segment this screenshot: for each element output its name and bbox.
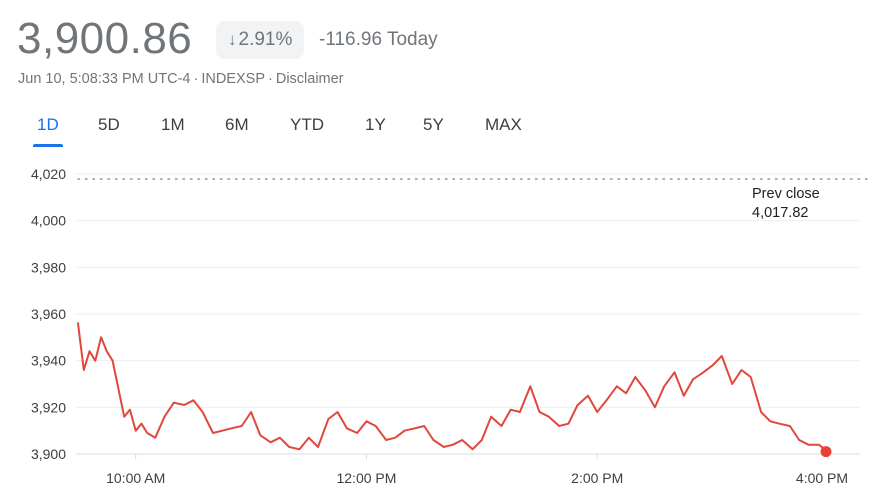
price-line[interactable]	[77, 322, 829, 453]
price-chart[interactable]: 4,020 4,000 3,980 3,960 3,940 3,920 3,900 10:00…	[0, 150, 881, 493]
timestamp: Jun 10, 5:08:33 PM UTC-4	[18, 71, 191, 87]
separator: ·	[193, 71, 199, 87]
prev-close-title: Prev close	[752, 186, 820, 202]
prev-close-label: Prev close 4,017.82	[752, 185, 820, 223]
tab-ytd[interactable]: YTD	[290, 115, 324, 134]
change-percent-badge: ↓ 2.91%	[216, 21, 305, 59]
x-tick-label: 10:00 AM	[106, 470, 165, 486]
last-price-dot	[820, 446, 832, 458]
tab-1d[interactable]: 1D	[33, 112, 63, 147]
tab-6m[interactable]: 6M	[225, 115, 249, 134]
x-tick-label: 12:00 PM	[336, 470, 396, 486]
tab-1y[interactable]: 1Y	[365, 115, 386, 134]
y-tick-label: 3,960	[31, 306, 66, 322]
tab-5y[interactable]: 5Y	[423, 115, 444, 134]
tab-5d[interactable]: 5D	[98, 115, 120, 134]
x-tick-label: 4:00 PM	[796, 470, 848, 486]
y-tick-label: 4,020	[31, 166, 66, 182]
y-tick-label: 4,000	[31, 213, 66, 229]
exchange: INDEXSP	[201, 71, 265, 87]
y-tick-label: 3,900	[31, 446, 66, 462]
quote-meta: Jun 10, 5:08:33 PM UTC-4 · INDEXSP · Disclai…	[18, 71, 344, 87]
y-tick-label: 3,920	[31, 399, 66, 415]
y-tick-label: 3,940	[31, 353, 66, 369]
tab-1m[interactable]: 1M	[161, 115, 185, 134]
current-price: 3,900.86	[17, 14, 193, 63]
x-tick-label: 2:00 PM	[571, 470, 623, 486]
prev-close-value: 4,017.82	[752, 205, 809, 221]
disclaimer-link[interactable]: Disclaimer	[275, 71, 344, 87]
change-today: -116.96 Today	[319, 29, 438, 50]
tab-max[interactable]: MAX	[485, 115, 522, 134]
change-percent: 2.91%	[238, 29, 293, 50]
separator: ·	[268, 71, 273, 87]
arrow-down-icon: ↓	[228, 30, 237, 49]
y-tick-label: 3,980	[31, 259, 66, 275]
